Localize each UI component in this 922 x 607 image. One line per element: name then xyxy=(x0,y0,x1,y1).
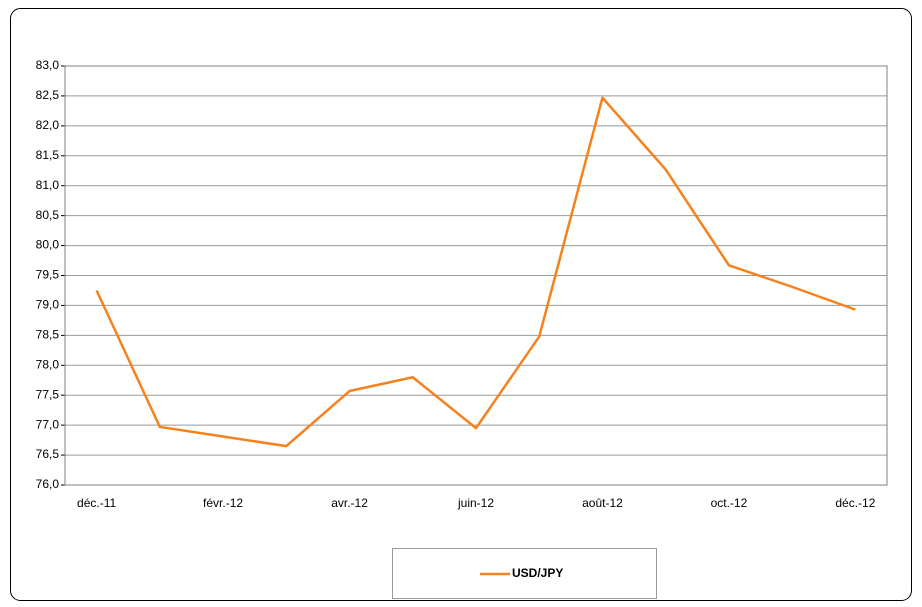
y-tick-label: 79,0 xyxy=(36,298,60,312)
x-tick-label: déc.-11 xyxy=(77,496,116,510)
line-series xyxy=(95,96,856,448)
y-tick-label: 79,5 xyxy=(36,268,60,282)
legend-label: USD/JPY xyxy=(512,566,563,580)
legend-box xyxy=(392,548,657,599)
y-tick-label: 78,0 xyxy=(36,357,60,371)
x-tick-label: juin-12 xyxy=(457,496,494,510)
y-tick-label: 77,5 xyxy=(36,387,60,401)
x-tick-label: août-12 xyxy=(582,496,623,510)
x-tick-label: avr.-12 xyxy=(331,496,368,510)
y-tick-label: 80,0 xyxy=(36,238,60,252)
plot-area xyxy=(64,65,888,486)
x-tick-label: déc.-12 xyxy=(835,496,875,510)
y-tick-label: 80,5 xyxy=(36,208,60,222)
y-tick-label: 82,0 xyxy=(36,118,60,132)
x-tick-label: oct.-12 xyxy=(711,496,748,510)
y-tick-label: 83,0 xyxy=(36,58,60,72)
y-tick-label: 81,5 xyxy=(36,148,60,162)
chart-frame xyxy=(10,8,912,601)
y-tick-label: 76,0 xyxy=(36,477,60,491)
y-tick-label: 77,0 xyxy=(36,417,60,431)
y-tick-label: 76,5 xyxy=(36,447,60,461)
y-tick-label: 78,5 xyxy=(36,328,60,342)
y-tick-label: 82,5 xyxy=(36,88,60,102)
y-tick-label: 81,0 xyxy=(36,178,60,192)
x-tick-label: févr.-12 xyxy=(203,496,243,510)
